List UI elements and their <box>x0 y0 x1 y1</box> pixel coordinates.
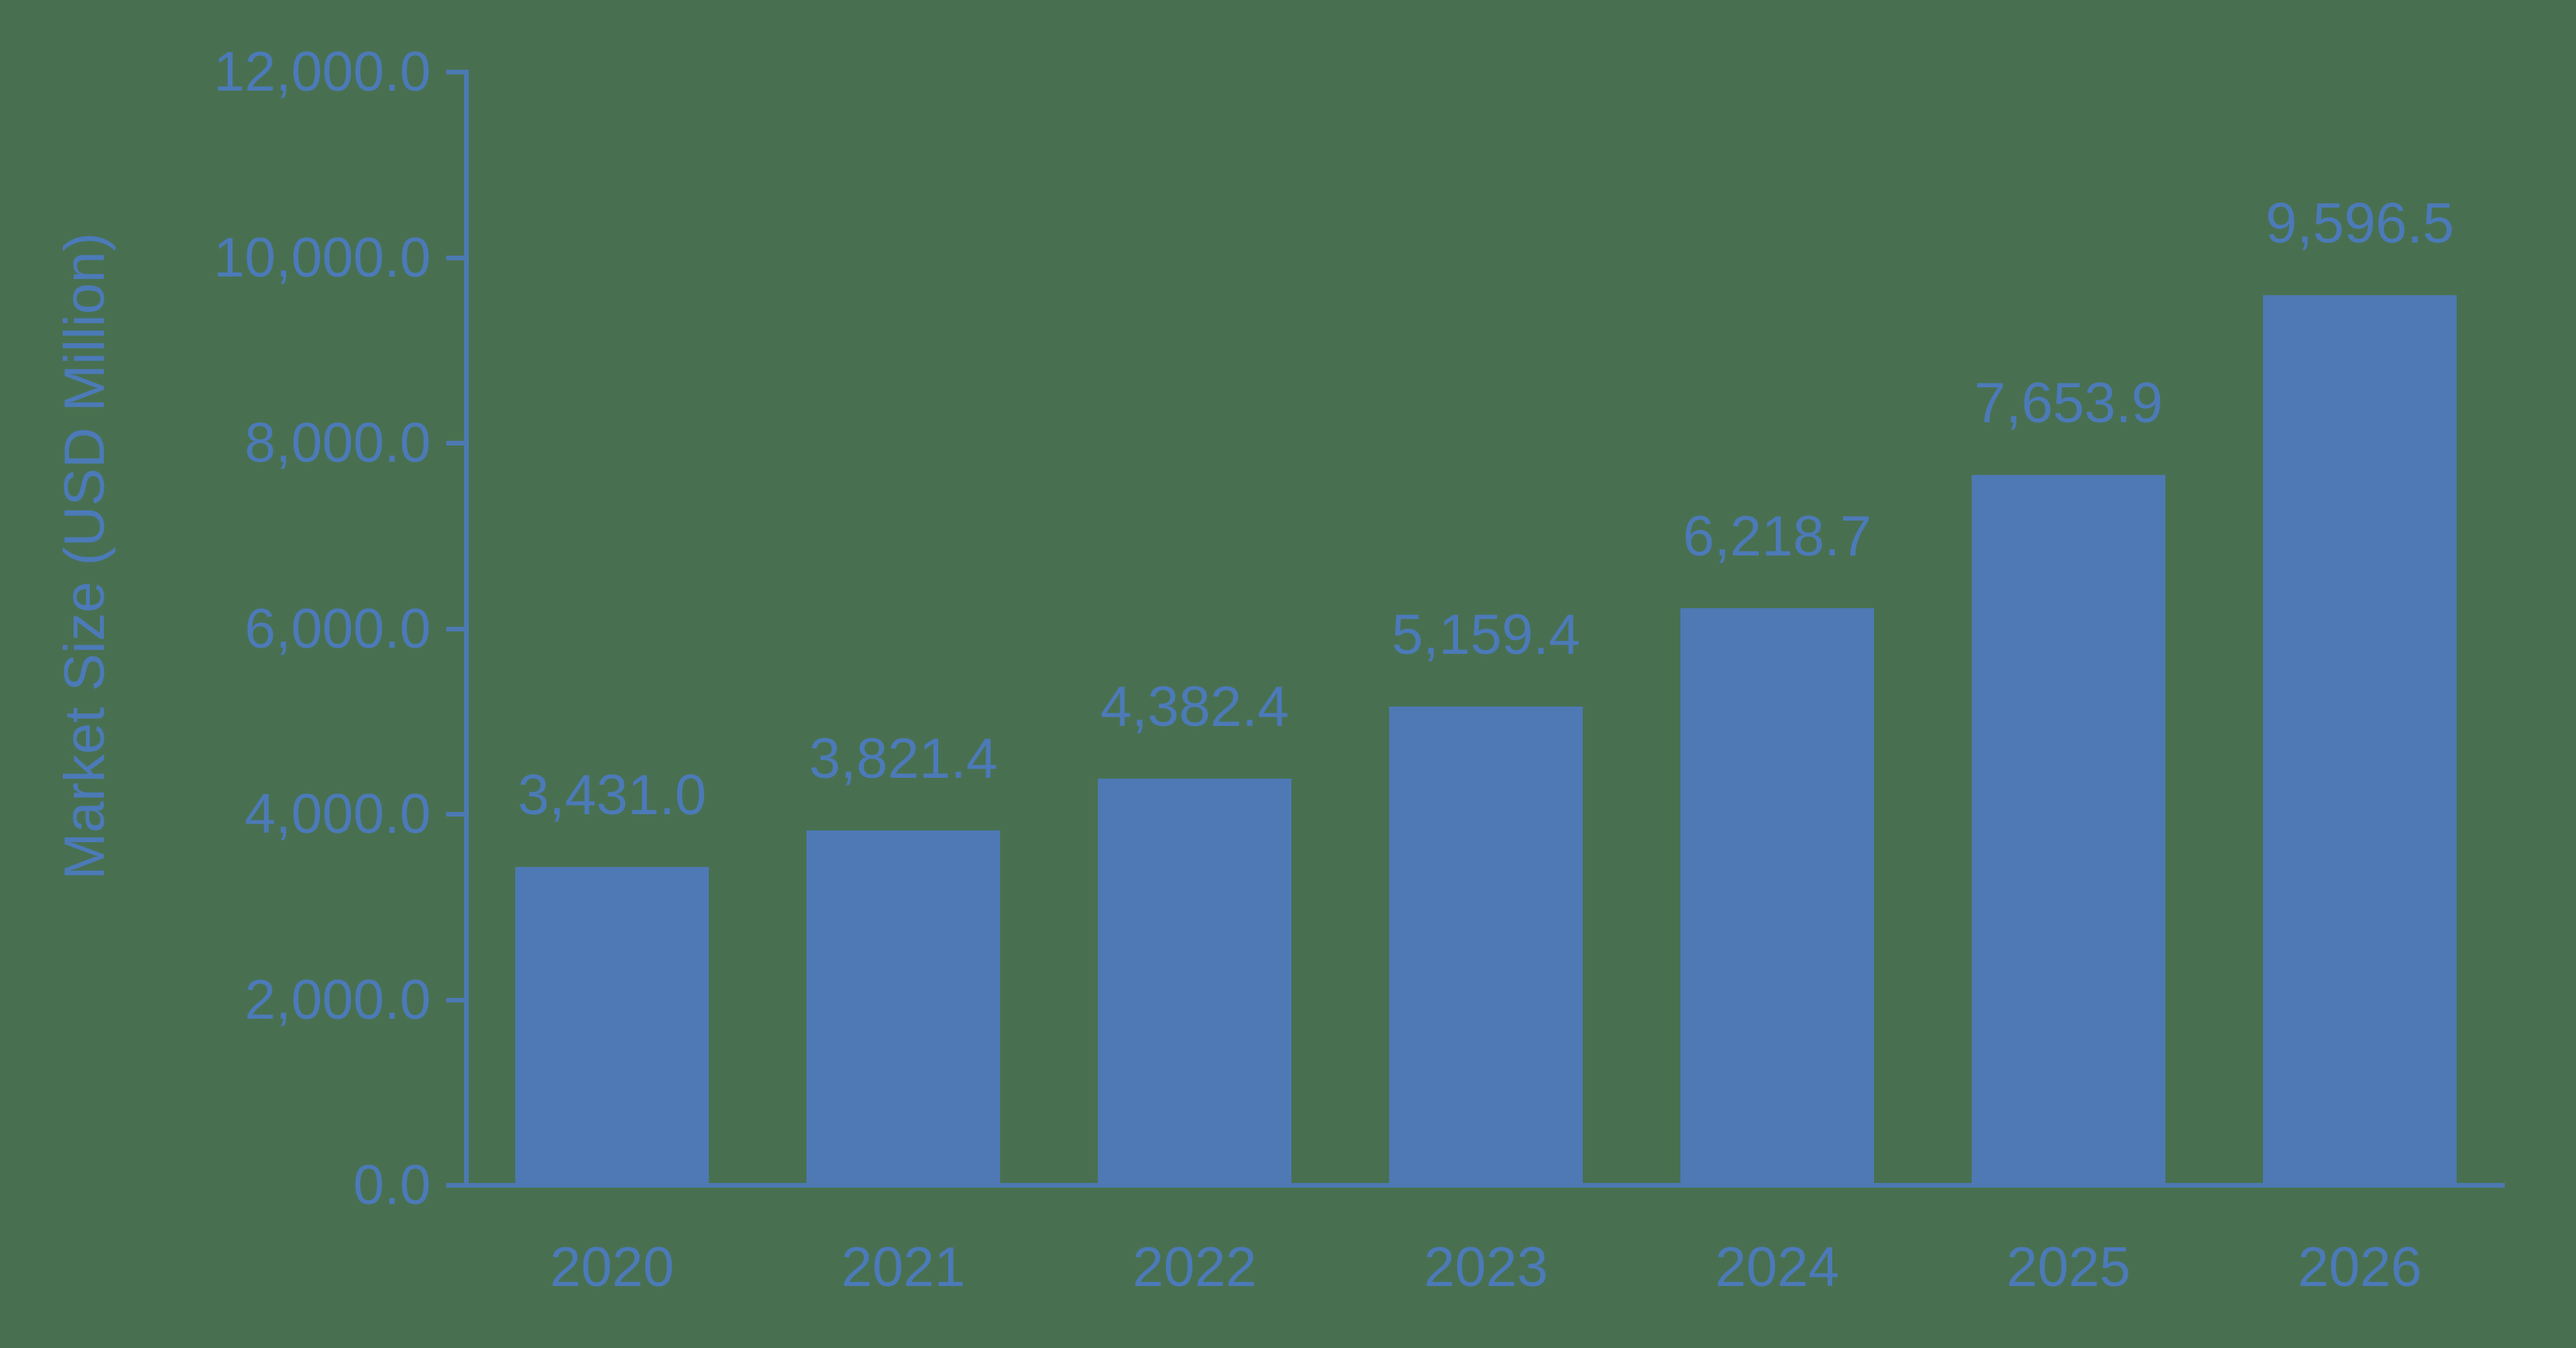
x-category-label-2021: 2021 <box>841 1236 966 1298</box>
bar-value-label-2023: 5,159.4 <box>1391 604 1580 667</box>
bar-2020 <box>515 867 709 1185</box>
bar-value-label-2021: 3,821.4 <box>809 727 998 791</box>
y-axis-title: Market Size (USD Million) <box>53 232 116 880</box>
bar-2026 <box>2263 294 2457 1185</box>
x-category-label-2024: 2024 <box>1714 1236 1840 1298</box>
x-category-label-2020: 2020 <box>549 1236 675 1298</box>
bar-2023 <box>1389 707 1583 1185</box>
bar-2022 <box>1098 779 1291 1185</box>
y-tick-label-10000: 10,000.0 <box>213 226 431 289</box>
y-tick-12000 <box>446 70 466 74</box>
y-tick-6000 <box>446 626 466 631</box>
bar-value-label-2026: 9,596.5 <box>2265 191 2454 255</box>
bar-2021 <box>807 830 1000 1185</box>
y-tick-8000 <box>446 441 466 445</box>
y-tick-label-12000: 12,000.0 <box>213 41 431 103</box>
y-tick-2000 <box>446 997 466 1002</box>
y-tick-0 <box>446 1183 466 1188</box>
y-tick-10000 <box>446 255 466 260</box>
x-category-label-2022: 2022 <box>1132 1236 1257 1298</box>
y-axis-line <box>464 70 469 1188</box>
bar-value-label-2020: 3,431.0 <box>518 764 707 827</box>
y-tick-label-6000: 6,000.0 <box>244 597 431 660</box>
y-tick-label-2000: 2,000.0 <box>244 968 431 1031</box>
bar-value-label-2024: 6,218.7 <box>1683 505 1872 569</box>
y-tick-label-8000: 8,000.0 <box>244 412 431 474</box>
bar-2024 <box>1680 608 1874 1185</box>
y-tick-label-4000: 4,000.0 <box>244 783 431 845</box>
bar-value-label-2025: 7,653.9 <box>1974 372 2163 435</box>
x-category-label-2025: 2025 <box>2006 1236 2131 1298</box>
x-axis-line <box>446 1183 2505 1188</box>
bar-value-label-2022: 4,382.4 <box>1100 676 1289 739</box>
bar-2025 <box>1972 475 2165 1185</box>
x-category-label-2026: 2026 <box>2297 1236 2423 1298</box>
y-tick-4000 <box>446 812 466 817</box>
y-tick-label-0: 0.0 <box>353 1154 431 1216</box>
x-category-label-2023: 2023 <box>1423 1236 1549 1298</box>
